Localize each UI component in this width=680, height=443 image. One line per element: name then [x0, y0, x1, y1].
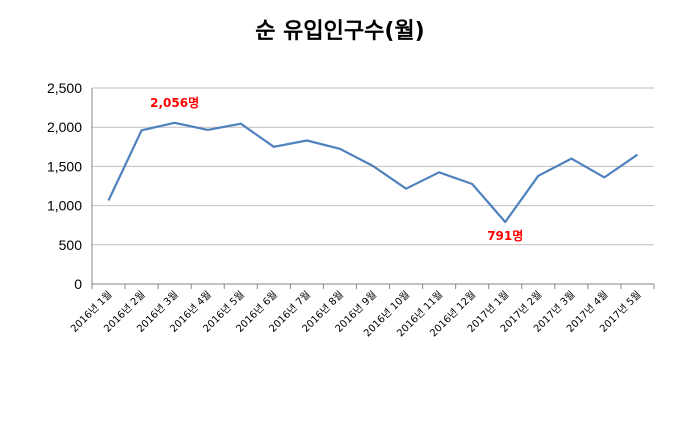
series-line [107, 121, 639, 224]
y-tick-label: 500 [59, 237, 83, 253]
y-axis-ticks: 0 500 1,000 1,500 2,000 2,500 [47, 80, 82, 292]
y-tick-label: 1,500 [47, 158, 82, 174]
y-tick-label: 0 [74, 276, 82, 292]
x-axis [91, 88, 655, 289]
y-tick-label: 1,000 [47, 198, 82, 214]
plot-area [107, 121, 639, 224]
data-label: 791명 [487, 229, 523, 243]
y-tick-label: 2,500 [47, 80, 82, 96]
annotations: 2,056명 791명 [150, 96, 523, 243]
y-tick-label: 2,000 [47, 119, 82, 135]
data-label: 2,056명 [150, 96, 199, 110]
chart-title: 순 유입인구수(월) [255, 19, 424, 44]
